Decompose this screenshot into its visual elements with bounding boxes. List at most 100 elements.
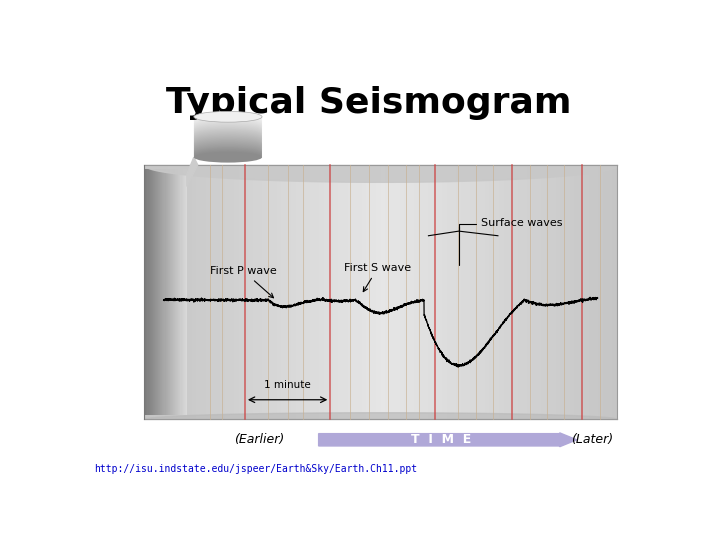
- Bar: [282, 165, 286, 419]
- Bar: [328, 165, 333, 419]
- Bar: [225, 165, 230, 419]
- Ellipse shape: [194, 150, 262, 160]
- Bar: [348, 165, 352, 419]
- Bar: [480, 165, 485, 419]
- Bar: [565, 165, 570, 419]
- Bar: [551, 165, 556, 419]
- Bar: [157, 168, 158, 415]
- Bar: [173, 165, 177, 419]
- Bar: [400, 165, 404, 419]
- Bar: [170, 168, 171, 415]
- Ellipse shape: [194, 139, 262, 150]
- Bar: [144, 168, 145, 415]
- Text: (Later): (Later): [571, 433, 613, 446]
- Ellipse shape: [194, 111, 262, 122]
- Ellipse shape: [194, 123, 262, 134]
- Bar: [168, 165, 173, 419]
- Bar: [173, 168, 174, 415]
- Bar: [177, 168, 179, 415]
- Bar: [163, 165, 168, 419]
- Bar: [154, 168, 155, 415]
- Bar: [243, 165, 248, 419]
- Bar: [527, 165, 532, 419]
- Bar: [291, 165, 295, 419]
- Bar: [150, 168, 152, 415]
- Bar: [579, 165, 584, 419]
- Bar: [166, 168, 168, 415]
- Bar: [475, 165, 480, 419]
- Bar: [152, 168, 153, 415]
- Bar: [163, 168, 164, 415]
- Bar: [333, 165, 338, 419]
- Bar: [210, 165, 215, 419]
- Text: (Earlier): (Earlier): [234, 433, 284, 446]
- Bar: [503, 165, 508, 419]
- Bar: [499, 165, 503, 419]
- Ellipse shape: [194, 122, 262, 132]
- Bar: [262, 165, 267, 419]
- Text: 1 minute: 1 minute: [264, 380, 311, 390]
- Ellipse shape: [194, 119, 262, 130]
- Bar: [186, 165, 192, 419]
- Ellipse shape: [194, 130, 262, 140]
- Bar: [361, 165, 366, 419]
- Bar: [584, 165, 589, 419]
- Bar: [556, 165, 560, 419]
- Bar: [276, 165, 282, 419]
- Bar: [418, 165, 423, 419]
- Ellipse shape: [194, 141, 262, 152]
- Ellipse shape: [194, 136, 262, 146]
- Bar: [145, 168, 146, 415]
- Bar: [177, 165, 182, 419]
- Ellipse shape: [194, 143, 262, 153]
- Bar: [508, 165, 513, 419]
- Ellipse shape: [194, 140, 262, 151]
- Ellipse shape: [194, 144, 262, 154]
- Bar: [230, 165, 234, 419]
- Bar: [513, 165, 518, 419]
- Ellipse shape: [194, 146, 262, 157]
- Bar: [536, 165, 541, 419]
- Bar: [146, 168, 148, 415]
- Ellipse shape: [194, 114, 262, 125]
- Bar: [404, 165, 409, 419]
- Bar: [414, 165, 418, 419]
- Bar: [176, 168, 177, 415]
- Bar: [546, 165, 551, 419]
- Bar: [575, 165, 579, 419]
- Bar: [338, 165, 343, 419]
- Ellipse shape: [194, 124, 262, 135]
- Bar: [220, 165, 225, 419]
- Bar: [192, 165, 197, 419]
- Bar: [248, 165, 253, 419]
- Bar: [352, 165, 357, 419]
- Bar: [437, 165, 442, 419]
- Bar: [239, 165, 243, 419]
- Bar: [172, 168, 173, 415]
- Bar: [541, 165, 546, 419]
- Text: http://isu.indstate.edu/jspeer/Earth&Sky/Earth.Ch11.ppt: http://isu.indstate.edu/jspeer/Earth&Sky…: [94, 464, 417, 475]
- Bar: [258, 165, 262, 419]
- Bar: [485, 165, 490, 419]
- Text: T  I  M  E: T I M E: [411, 433, 472, 446]
- Bar: [161, 168, 163, 415]
- Bar: [603, 165, 608, 419]
- Bar: [185, 168, 186, 415]
- Bar: [470, 165, 475, 419]
- Bar: [267, 165, 272, 419]
- Text: First P wave: First P wave: [210, 266, 277, 298]
- Ellipse shape: [194, 152, 262, 163]
- Bar: [366, 165, 372, 419]
- Bar: [461, 165, 466, 419]
- Ellipse shape: [194, 137, 262, 147]
- Bar: [305, 165, 310, 419]
- Ellipse shape: [194, 120, 262, 131]
- Bar: [523, 165, 527, 419]
- Bar: [183, 168, 184, 415]
- Bar: [153, 165, 158, 419]
- Bar: [215, 165, 220, 419]
- Ellipse shape: [194, 117, 262, 128]
- Bar: [171, 168, 172, 415]
- Bar: [466, 165, 470, 419]
- Bar: [319, 165, 324, 419]
